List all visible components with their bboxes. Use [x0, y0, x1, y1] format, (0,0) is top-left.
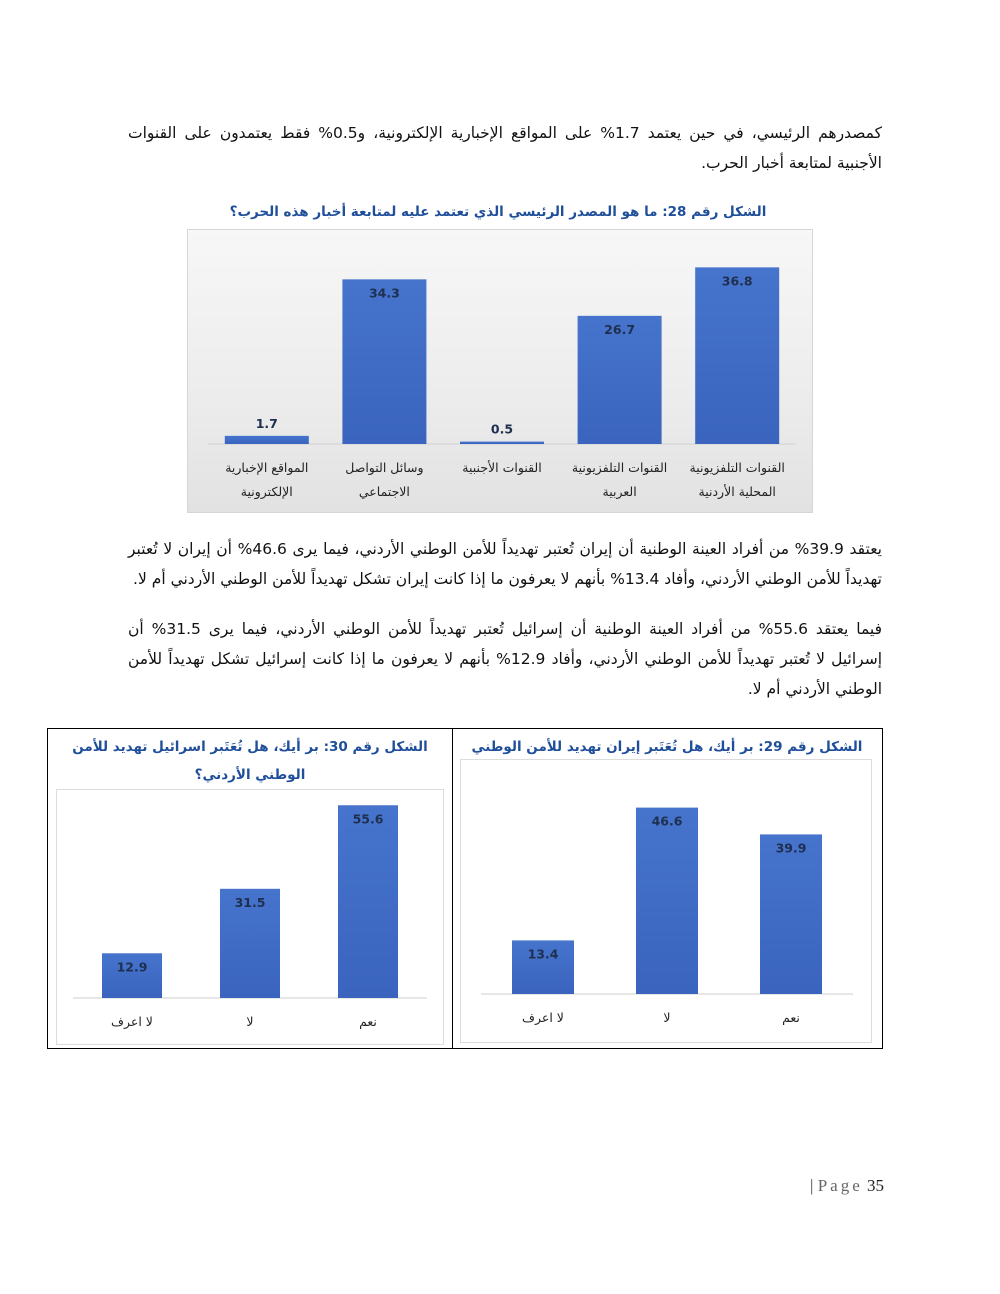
bar-1 — [760, 834, 822, 994]
data-label-3: 0.5 — [491, 422, 513, 437]
data-label-1: 36.8 — [722, 273, 753, 288]
data-label-3: 13.4 — [528, 946, 559, 961]
category-label-3: لا اعرف — [522, 1010, 564, 1026]
category-label-2: القنوات التلفزيونية — [572, 460, 667, 476]
category-label-2: لا — [663, 1010, 670, 1025]
charts-frame — [47, 728, 883, 1049]
bar-4 — [342, 279, 427, 444]
category-label-3: القنوات الأجنبية — [462, 460, 541, 476]
category-label-2: لا — [246, 1014, 253, 1029]
category-label-5: المواقع الإخبارية — [225, 460, 308, 476]
footer-page-word: Page — [817, 1176, 863, 1195]
chart-29-area: 39.9 نعم 46.6 لا 13.4 لا اعرف — [460, 759, 872, 1043]
data-label-1: 55.6 — [353, 811, 384, 826]
data-label-2: 46.6 — [652, 814, 683, 829]
bar-3 — [512, 940, 574, 994]
chart-30-svg: 55.6 نعم 31.5 لا 12.9 لا اعرف — [73, 805, 427, 1030]
data-label-2: 31.5 — [235, 895, 266, 910]
category-label-1: المحلية الأردنية — [699, 484, 776, 500]
chart-30-title: الشكل رقم 30: بر أيك، هل تُعَتَبر اسرائي… — [72, 739, 428, 783]
category-label-1: نعم — [782, 1010, 800, 1026]
page-footer: | Page 35 — [790, 1176, 884, 1196]
category-label-1: نعم — [359, 1014, 377, 1030]
bar-3 — [460, 441, 544, 444]
category-label-5: الإلكترونية — [241, 484, 293, 500]
chart-28-svg: 36.8 القنوات التلفزيونية المحلية الأردنية 2… — [208, 267, 796, 500]
category-label-4: وسائل التواصل — [345, 460, 423, 476]
data-label-3: 12.9 — [117, 959, 148, 974]
chart-28-area: 36.8 القنوات التلفزيونية المحلية الأردنية 2… — [187, 229, 813, 513]
data-label-5: 1.7 — [256, 416, 278, 431]
bar-1 — [695, 267, 780, 444]
category-label-3: لا اعرف — [111, 1014, 153, 1030]
chart-28-title: الشكل رقم 28: ما هو المصدر الرئيسي الذي … — [229, 204, 767, 220]
bar-2 — [220, 888, 280, 998]
bar-3 — [102, 953, 162, 998]
bar-5 — [224, 435, 309, 444]
charts-divider — [452, 728, 453, 1048]
data-label-1: 39.9 — [776, 840, 807, 855]
chart-30-area: 55.6 نعم 31.5 لا 12.9 لا اعرف — [56, 789, 444, 1045]
chart-29-svg: 39.9 نعم 46.6 لا 13.4 لا اعرف — [481, 807, 853, 1026]
bar-1 — [338, 805, 398, 998]
category-label-2: العربية — [603, 484, 637, 500]
footer-separator: | — [810, 1176, 814, 1195]
category-label-4: الاجتماعي — [359, 484, 410, 499]
bar-2 — [636, 807, 698, 994]
paragraph-iran: يعتقد 39.9% من أفراد العينة الوطنية أن إ… — [128, 540, 882, 588]
page-number: 35 — [867, 1176, 884, 1195]
data-label-4: 34.3 — [369, 285, 400, 300]
category-label-1: القنوات التلفزيونية — [690, 460, 785, 476]
bar-2 — [577, 315, 662, 444]
paragraph-israel: فيما يعتقد 55.6% من أفراد العينة الوطنية… — [128, 620, 882, 698]
paragraph-sources: كمصدرهم الرئيسي، في حين يعتمد 1.7% على ا… — [128, 124, 882, 172]
data-label-2: 26.7 — [604, 322, 635, 337]
